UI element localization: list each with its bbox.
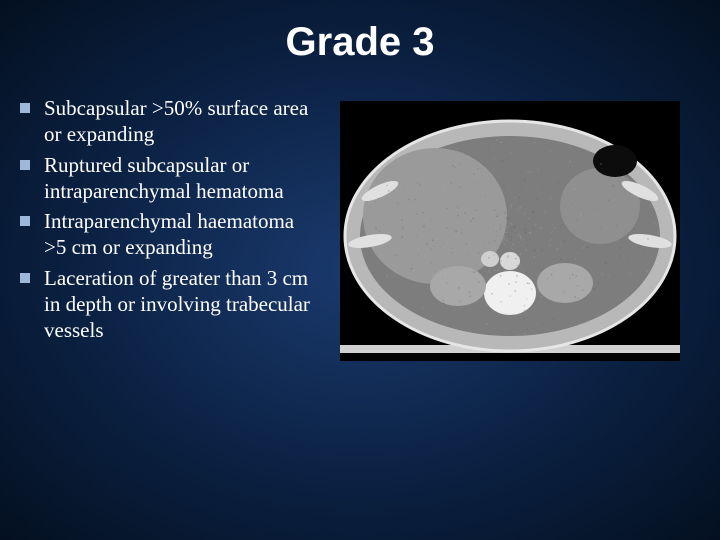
square-bullet-icon bbox=[20, 160, 30, 170]
content-row: Subcapsular >50% surface area or expandi… bbox=[0, 95, 720, 361]
page-title: Grade 3 bbox=[0, 0, 720, 95]
list-item: Laceration of greater than 3 cm in depth… bbox=[20, 265, 320, 344]
list-item: Ruptured subcapsular or intraparenchymal… bbox=[20, 152, 320, 205]
bullet-list: Subcapsular >50% surface area or expandi… bbox=[20, 95, 320, 347]
list-item: Subcapsular >50% surface area or expandi… bbox=[20, 95, 320, 148]
bullet-text: Subcapsular >50% surface area or expandi… bbox=[44, 95, 320, 148]
square-bullet-icon bbox=[20, 216, 30, 226]
list-item: Intraparenchymal haematoma >5 cm or expa… bbox=[20, 208, 320, 261]
square-bullet-icon bbox=[20, 103, 30, 113]
bullet-text: Ruptured subcapsular or intraparenchymal… bbox=[44, 152, 320, 205]
bullet-text: Laceration of greater than 3 cm in depth… bbox=[44, 265, 320, 344]
ct-scan-image bbox=[340, 101, 680, 361]
bullet-text: Intraparenchymal haematoma >5 cm or expa… bbox=[44, 208, 320, 261]
square-bullet-icon bbox=[20, 273, 30, 283]
ct-scan-svg bbox=[340, 101, 680, 361]
